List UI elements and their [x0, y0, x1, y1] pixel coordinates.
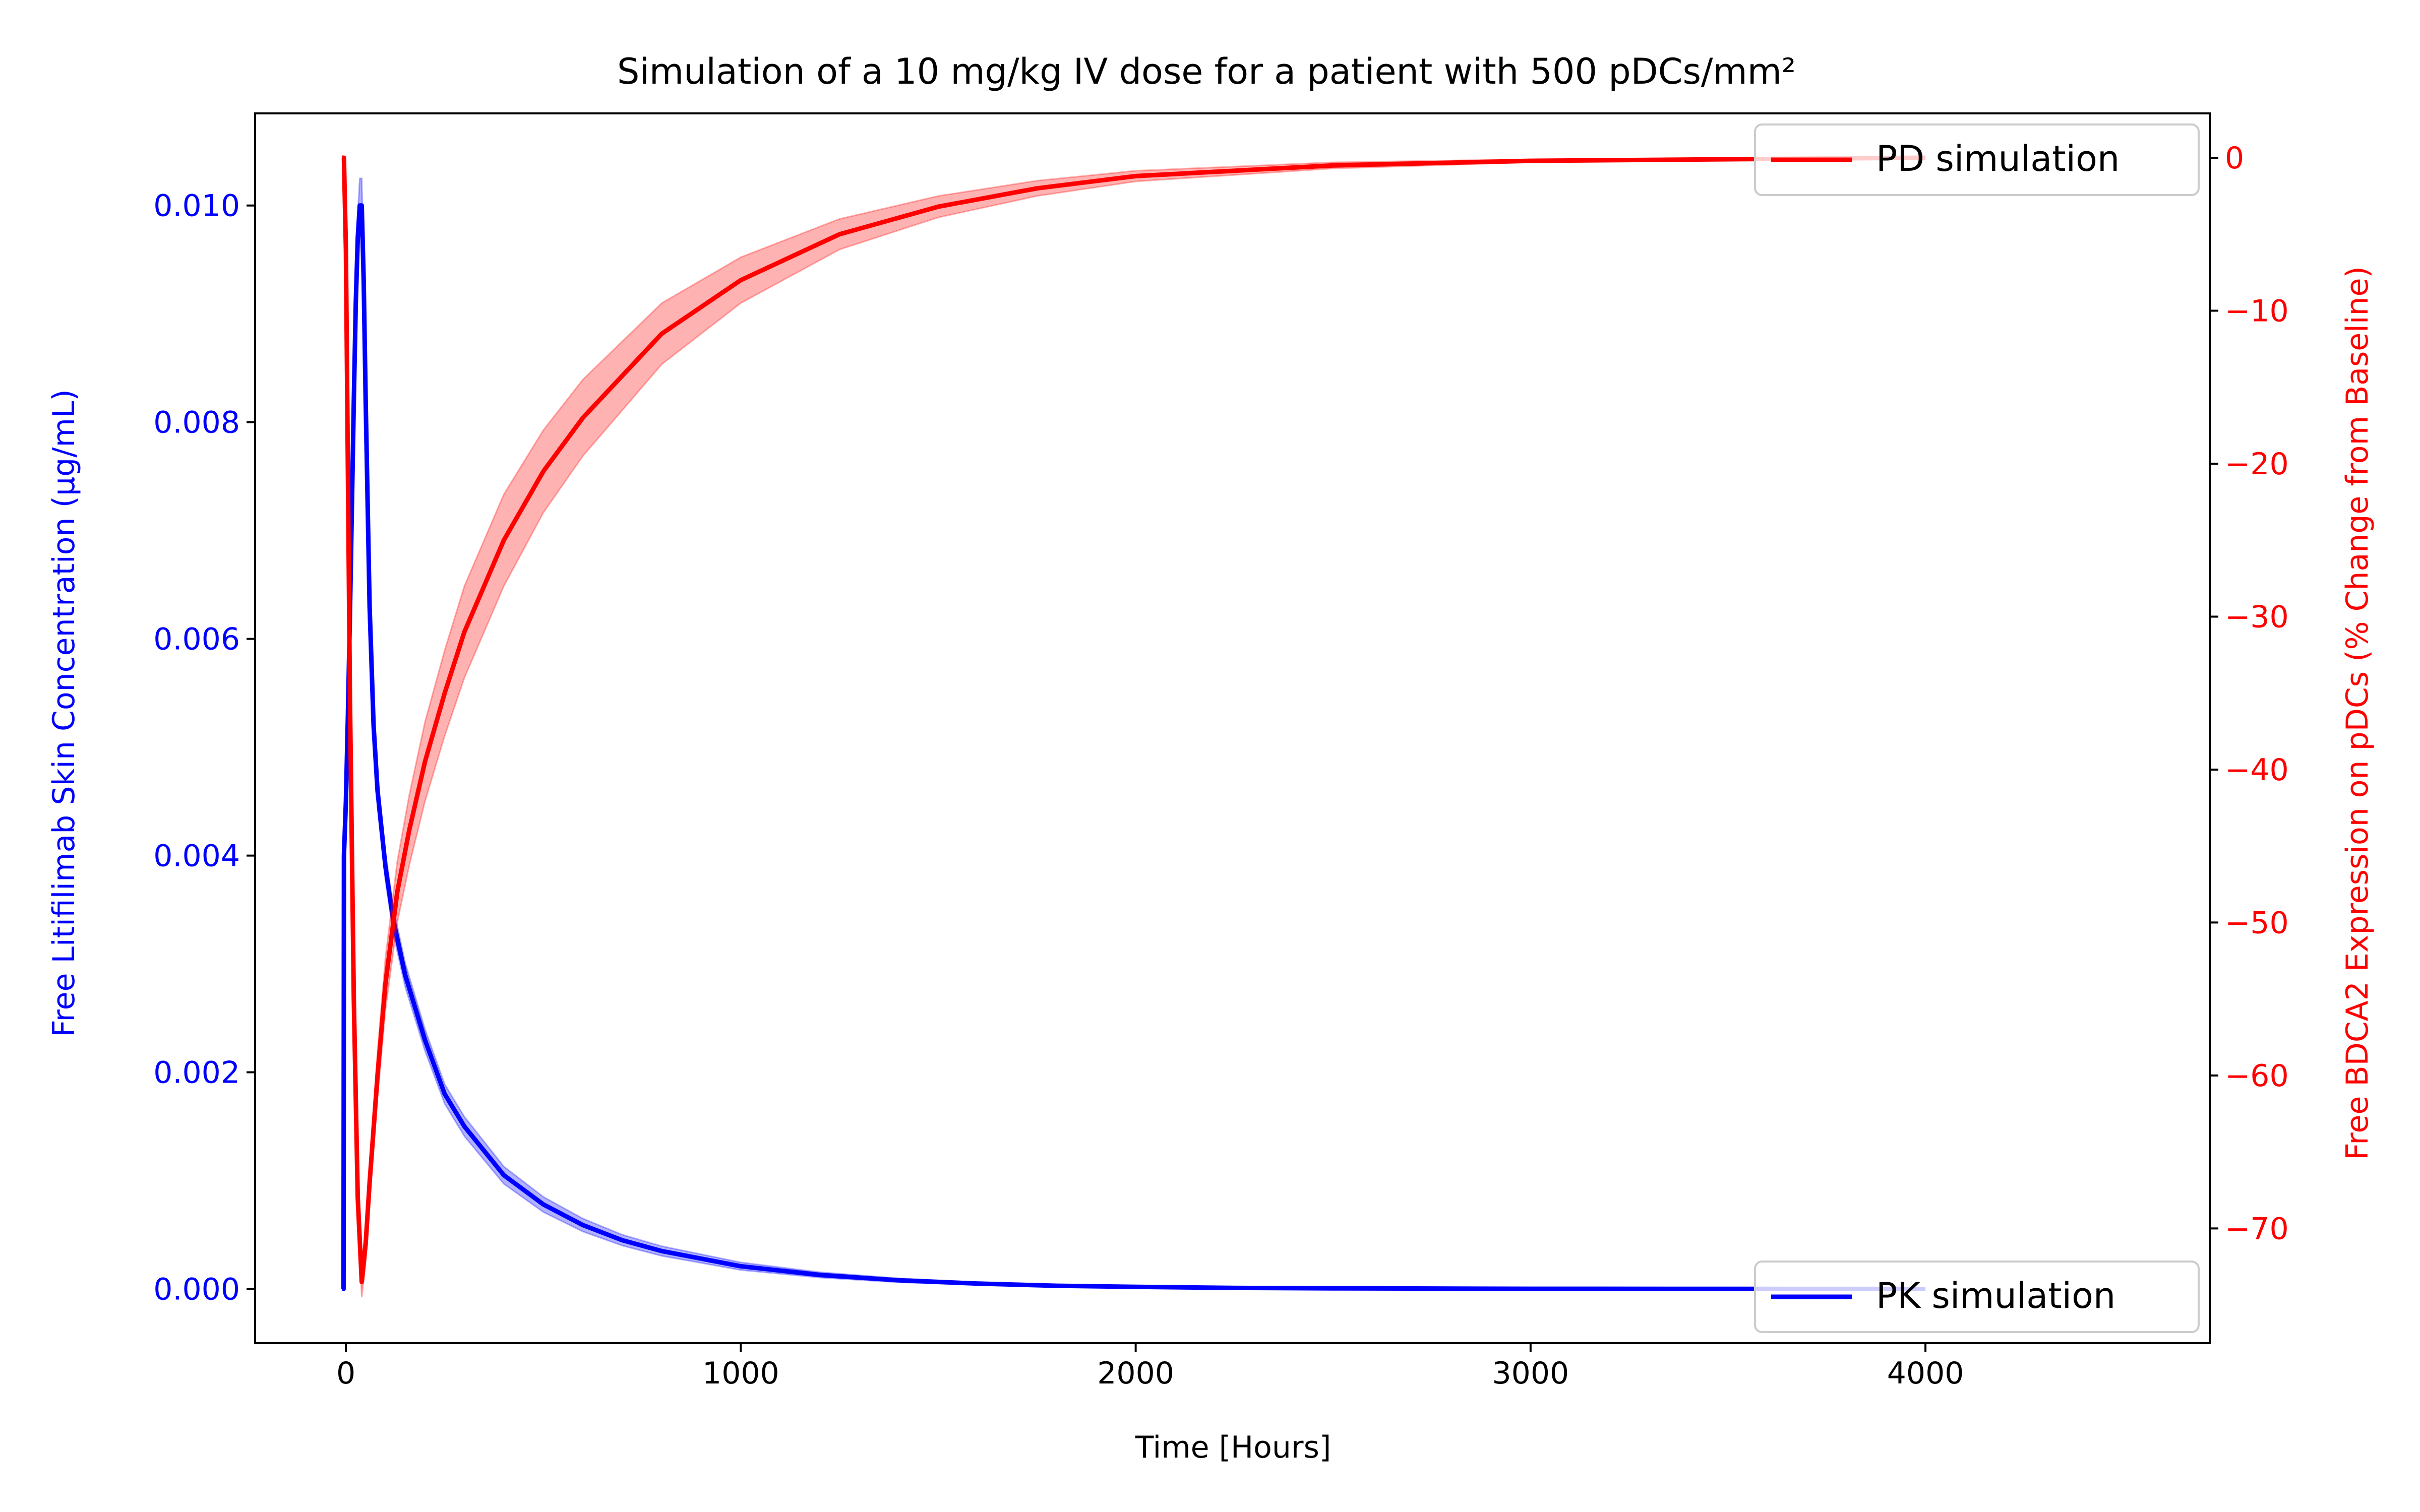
- y-right-tick-label: −10: [2225, 293, 2289, 329]
- x-tick-label: 1000: [702, 1356, 779, 1391]
- axes-frame: [254, 112, 2211, 1344]
- series-group: [341, 155, 1926, 1298]
- y-right-tick-label: −70: [2225, 1211, 2289, 1246]
- y-left-tick-label: 0.010: [153, 188, 240, 224]
- y-left-tick-label: 0.008: [153, 405, 240, 440]
- x-tick-label: 2000: [1097, 1356, 1174, 1391]
- plot-area: [341, 155, 1926, 1298]
- y-right-tick-label: 0: [2225, 141, 2244, 176]
- y-left-tick-label: 0.000: [153, 1272, 240, 1307]
- pk-simulation-line: [341, 203, 1926, 1291]
- x-tick-label: 4000: [1887, 1356, 1964, 1391]
- pd-simulation-line: [341, 155, 1926, 1285]
- y-left-axis-label: Free Litifilimab Skin Concentration (μg/…: [46, 389, 82, 1037]
- y-right-tick-label: −20: [2225, 447, 2289, 482]
- y-right-tick-label: −60: [2225, 1058, 2289, 1094]
- y-right-tick-label: −30: [2225, 599, 2289, 635]
- y-left-tick-label: 0.006: [153, 622, 240, 657]
- y-right-axis-label: Free BDCA2 Expression on pDCs (% Change …: [2340, 266, 2375, 1160]
- y-left-tick-label: 0.002: [153, 1055, 240, 1091]
- x-tick-label: 0: [336, 1356, 355, 1391]
- chart-title: Simulation of a 10 mg/kg IV dose for a p…: [617, 51, 1796, 92]
- legends: PK simulation PD simulation: [1754, 123, 2200, 1333]
- x-tick-label: 3000: [1492, 1356, 1569, 1391]
- pk-simulation-legend-label: PK simulation: [1876, 1275, 2115, 1316]
- pk-simulation-legend-box: [1754, 1261, 2200, 1333]
- y-left-tick-label: 0.004: [153, 839, 240, 874]
- axes: 0 1000 2000 3000 4000 0.000 0.002 0.004 0.006 0.0…: [153, 112, 2289, 1391]
- pd-simulation-legend-label: PD simulation: [1876, 138, 2120, 179]
- x-axis-label: Time [Hours]: [1135, 1430, 1332, 1465]
- pd-simulation-legend-box: [1754, 123, 2200, 196]
- y-right-tick-label: −50: [2225, 905, 2289, 940]
- y-right-tick-label: −40: [2225, 752, 2289, 788]
